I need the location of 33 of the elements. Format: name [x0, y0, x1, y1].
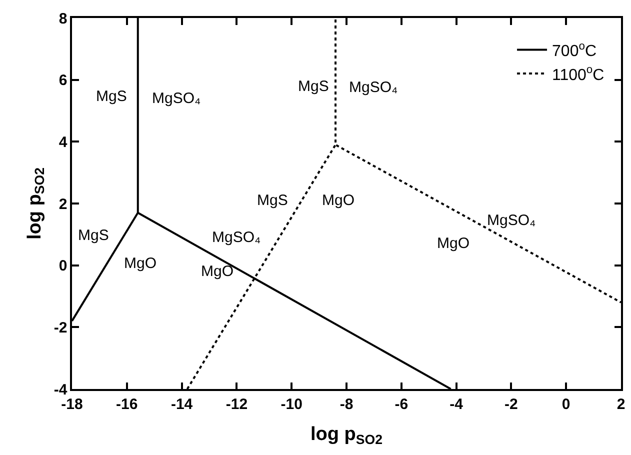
- annotation: MgO: [322, 192, 355, 209]
- annotation: MgS: [96, 88, 127, 105]
- x-tick-label: -4: [450, 396, 464, 413]
- x-tick-label: -2: [504, 396, 518, 413]
- x-tick-label: -12: [226, 396, 248, 413]
- annotation: MgSO₄: [349, 79, 398, 96]
- y-tick-label: 6: [58, 72, 68, 90]
- x-tick-label: -16: [116, 396, 138, 413]
- annotation: MgSO₄: [487, 212, 536, 229]
- x-tick-label: -18: [61, 396, 83, 413]
- y-tick-label: 8: [58, 10, 68, 28]
- annotation: MgS: [257, 192, 288, 209]
- legend-label: 1100$^{o}$C: [552, 64, 604, 84]
- annotation: MgO: [201, 263, 234, 280]
- x-tick-label: -14: [170, 396, 194, 413]
- x-tick-label: 0: [562, 396, 570, 413]
- y-tick-label: -4: [54, 381, 68, 398]
- x-axis-title: log p$_{SO2}$: [310, 424, 382, 448]
- x-tick-label: 2: [616, 396, 626, 413]
- y-tick-label: -2: [54, 319, 68, 336]
- x-tick-label: -6: [394, 396, 408, 413]
- y-tick-label: 4: [58, 134, 68, 151]
- annotation: MgS: [298, 78, 329, 95]
- y-tick-label: 0: [58, 258, 68, 275]
- annotation: MgSO₄: [212, 229, 261, 246]
- annotation: MgSO₄: [152, 90, 201, 107]
- annotation: MgO: [437, 235, 470, 252]
- annotation: MgO: [124, 255, 157, 272]
- annotation: MgS: [78, 227, 109, 244]
- legend-label: 700$^{o}$C: [552, 40, 597, 60]
- y-tick-label: 2: [58, 196, 68, 213]
- x-tick-label: -10: [280, 396, 302, 413]
- x-tick-label: -8: [340, 396, 354, 413]
